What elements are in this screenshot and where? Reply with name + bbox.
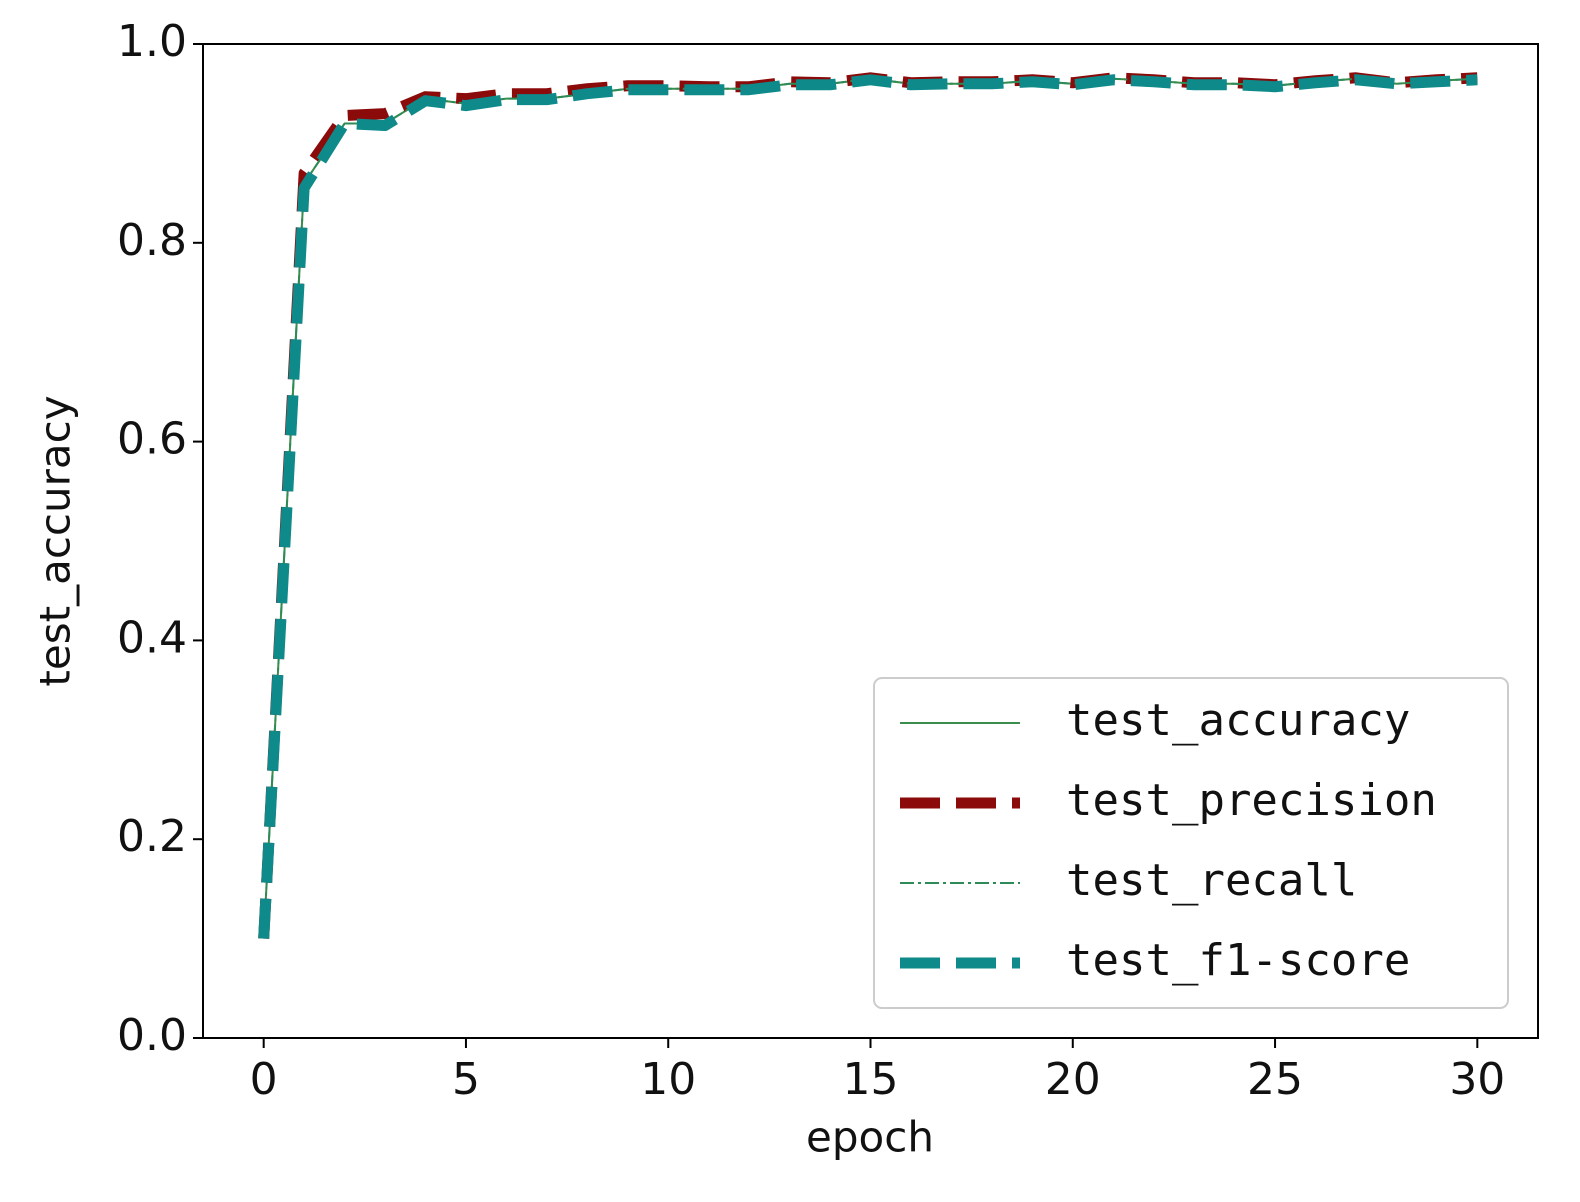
- plot-frame: [202, 43, 1539, 1039]
- x-tick-label: 15: [843, 1054, 899, 1105]
- y-tick-label: 0.8: [117, 215, 187, 266]
- x-tick-label: 30: [1449, 1054, 1505, 1105]
- legend-label: test_accuracy: [1066, 695, 1410, 746]
- y-axis-label: test_accuracy: [31, 395, 80, 686]
- y-tick-label: 0.2: [117, 811, 187, 862]
- y-tick-label: 0.6: [117, 414, 187, 465]
- x-tick-label: 25: [1247, 1054, 1303, 1105]
- legend-label: test_recall: [1066, 855, 1357, 906]
- legend-label: test_f1-score: [1066, 935, 1410, 986]
- x-tick-label: 20: [1045, 1054, 1101, 1105]
- x-axis-label: epoch: [806, 1113, 934, 1162]
- y-tick-label: 0.4: [117, 612, 187, 663]
- y-tick-label: 1.0: [117, 16, 187, 67]
- x-tick-label: 5: [452, 1054, 480, 1105]
- legend-label: test_precision: [1066, 775, 1437, 826]
- y-tick-label: 0.0: [117, 1010, 187, 1061]
- series-line: [258, 74, 1478, 939]
- x-tick-label: 10: [640, 1054, 696, 1105]
- x-tick-label: 0: [250, 1054, 278, 1105]
- legend-box: [873, 677, 1509, 1009]
